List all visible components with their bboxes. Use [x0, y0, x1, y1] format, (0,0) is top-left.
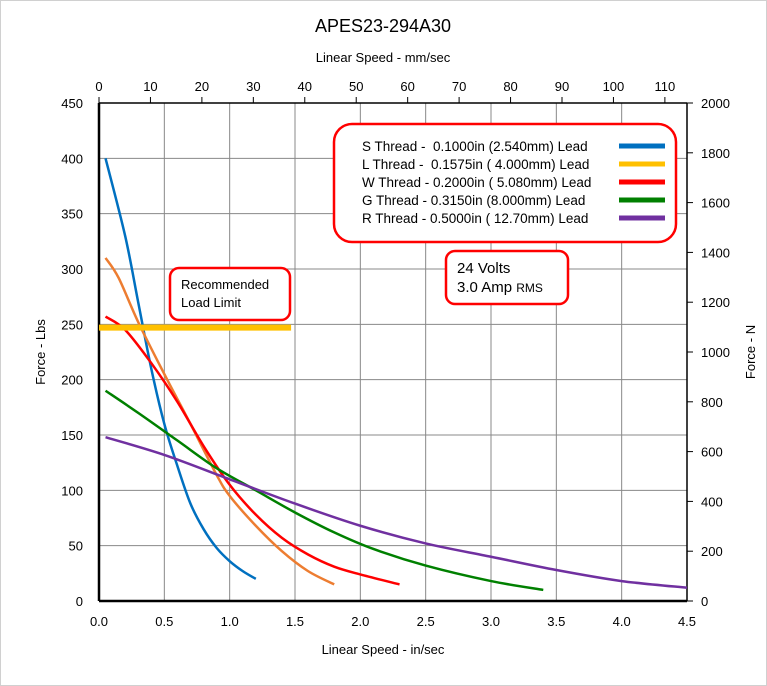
y2-tick-label: 1600 — [701, 196, 730, 211]
series-lines — [104, 158, 688, 592]
x2-tick-label: 40 — [298, 79, 312, 94]
series-line-3 — [104, 389, 544, 592]
x-tick-label: 4.0 — [613, 614, 631, 629]
legend-label: W Thread - 0.2000in ( 5.080mm) Lead — [362, 175, 591, 190]
y2-tick-label: 400 — [701, 494, 723, 509]
y2-tick-label: 0 — [701, 594, 708, 609]
y2-tick-label: 2000 — [701, 96, 730, 111]
x-tick-label: 0.5 — [155, 614, 173, 629]
y2-tick-label: 1400 — [701, 245, 730, 260]
y-axis-label: Force - Lbs — [33, 319, 48, 385]
tick-labels: 0.0 0.5 1.0 1.5 2.0 2.5 3.0 3.5 4.0 4.50501001502… — [61, 79, 730, 629]
legend: S Thread - 0.1000in (2.540mm) Lead L Thre… — [332, 122, 678, 244]
x2-tick-label: 50 — [349, 79, 363, 94]
x-tick-label: 1.5 — [286, 614, 304, 629]
y-tick-label: 100 — [61, 483, 83, 498]
series-line-0 — [104, 158, 257, 580]
voltage-label: 24 Volts — [457, 260, 510, 277]
y2-tick-label: 800 — [701, 395, 723, 410]
y-tick-label: 300 — [61, 262, 83, 277]
x2-tick-label: 90 — [555, 79, 569, 94]
x2-tick-label: 100 — [603, 79, 625, 94]
x-axis-label: Linear Speed - in/sec — [322, 642, 445, 657]
legend-label: R Thread - 0.5000in ( 12.70mm) Lead — [362, 211, 588, 226]
y2-tick-label: 200 — [701, 544, 723, 559]
chart-title: APES23-294A30 — [315, 16, 451, 36]
legend-label: L Thread - 0.1575in ( 4.000mm) Lead — [362, 157, 589, 172]
x-tick-label: 4.5 — [678, 614, 696, 629]
x2-tick-label: 30 — [246, 79, 260, 94]
series-line-4 — [105, 436, 688, 589]
grid — [97, 97, 693, 603]
y-tick-label: 400 — [61, 151, 83, 166]
y-tick-label: 50 — [69, 539, 83, 554]
y2-tick-label: 600 — [701, 445, 723, 460]
x-tick-label: 0.0 — [90, 614, 108, 629]
series-line-2 — [104, 315, 400, 586]
x-tick-label: 1.0 — [221, 614, 239, 629]
load-limit-callout: Recommended Load Limit — [168, 266, 292, 322]
x2-tick-label: 80 — [503, 79, 517, 94]
y-tick-label: 200 — [61, 373, 83, 388]
x-tick-label: 3.0 — [482, 614, 500, 629]
x2-tick-label: 0 — [95, 79, 102, 94]
y-tick-label: 0 — [76, 594, 83, 609]
legend-label: G Thread - 0.3150in (8.000mm) Lead — [362, 193, 585, 208]
y2-tick-label: 1800 — [701, 146, 730, 161]
x-tick-label: 2.5 — [417, 614, 435, 629]
y2-axis-label: Force - N — [743, 325, 758, 379]
load-limit-label-1: Recommended — [181, 277, 269, 292]
y-tick-label: 350 — [61, 207, 83, 222]
y-tick-label: 450 — [61, 96, 83, 111]
x-tick-label: 3.5 — [547, 614, 565, 629]
legend-label: S Thread - 0.1000in (2.540mm) Lead — [362, 139, 588, 154]
x-tick-label: 2.0 — [351, 614, 369, 629]
x2-tick-label: 20 — [195, 79, 209, 94]
y-tick-label: 250 — [61, 317, 83, 332]
drive-callout: 24 Volts 3.0 Amp RMS — [444, 249, 570, 306]
x2-tick-label: 110 — [655, 79, 676, 94]
x2-tick-label: 60 — [400, 79, 414, 94]
x2-tick-label: 70 — [452, 79, 466, 94]
y-tick-label: 150 — [61, 428, 83, 443]
load-limit-label-2: Load Limit — [181, 295, 241, 310]
x2-axis-label: Linear Speed - mm/sec — [316, 50, 451, 65]
y2-tick-label: 1200 — [701, 295, 730, 310]
y2-tick-label: 1000 — [701, 345, 730, 360]
x2-tick-label: 10 — [143, 79, 157, 94]
current-label: 3.0 Amp RMS — [457, 279, 543, 296]
